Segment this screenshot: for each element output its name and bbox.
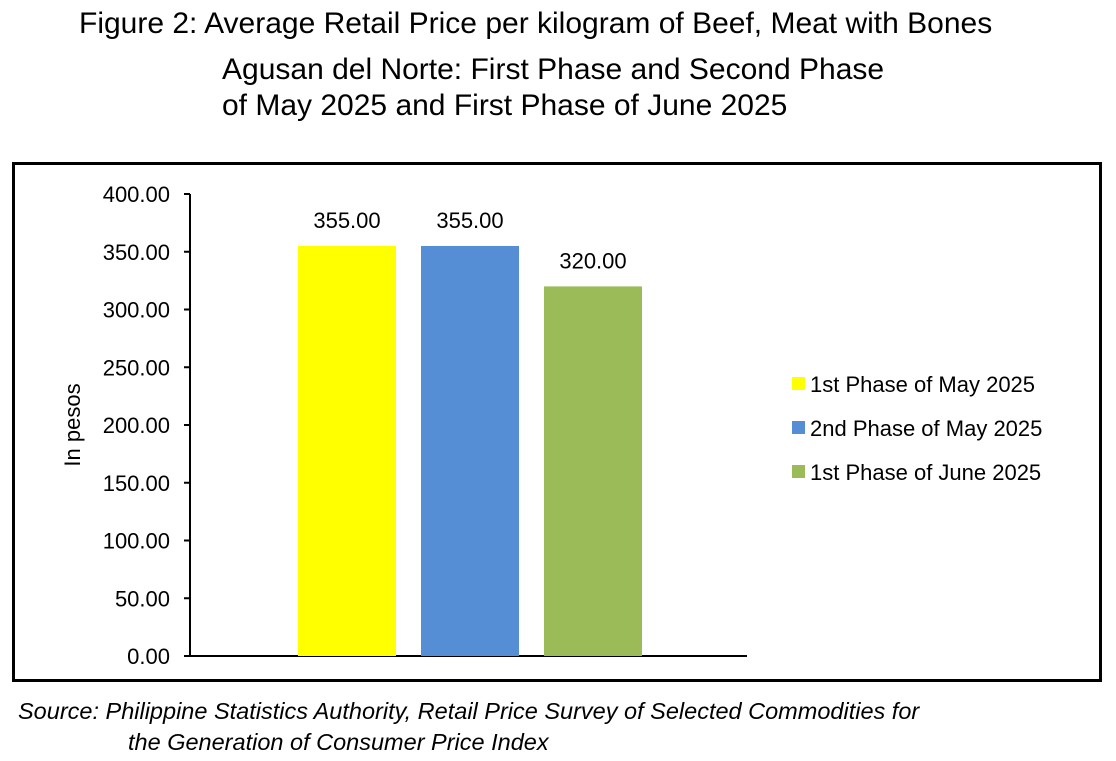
y-tick-label: 350.00 [103,240,170,265]
legend-entry: 2nd Phase of May 2025 [810,416,1042,441]
legend-swatch [792,377,805,390]
bar-chart: 0.00 50.00 100.00 150.00 200.00 250.00 300.00 3… [60,182,1042,669]
chart-title-line-3: of May 2025 and First Phase of June 2025 [222,89,788,122]
chart-title-line-1: Figure 2: Average Retail Price per kilog… [79,7,993,40]
legend-swatch [792,421,805,434]
bar [421,245,519,656]
y-tick-label: 100.00 [103,529,170,554]
y-tick-label: 200.00 [103,413,170,438]
chart-title-line-2: Agusan del Norte: First Phase and Second… [222,53,885,86]
chart-frame [12,162,1102,682]
legend-entry: 1st Phase of June 2025 [810,460,1041,485]
y-tick-label: 400.00 [103,182,170,207]
legend-entry: 1st Phase of May 2025 [810,372,1035,397]
bar [544,286,642,656]
y-tick-label: 150.00 [103,471,170,496]
data-label: 320.00 [559,248,626,273]
y-axis-label: In pesos [60,383,85,466]
data-label: 355.00 [313,208,380,233]
y-tick-label: 250.00 [103,355,170,380]
data-label: 355.00 [436,208,503,233]
y-tick-label: 0.00 [127,644,170,669]
y-tick-label: 50.00 [115,586,170,611]
bar [298,245,396,656]
source-note-line-2: the Generation of Consumer Price Index [128,729,549,755]
y-tick-label: 300.00 [103,298,170,323]
source-note-line-1: Source: Philippine Statistics Authority,… [18,698,920,724]
legend-swatch [792,465,805,478]
